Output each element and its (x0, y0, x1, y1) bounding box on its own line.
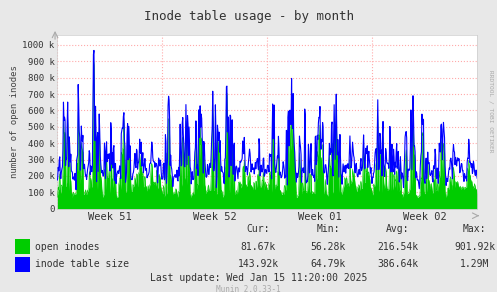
Text: Cur:: Cur: (247, 224, 270, 234)
Y-axis label: number of open inodes: number of open inodes (10, 65, 19, 178)
Text: 386.64k: 386.64k (377, 259, 418, 269)
Text: 64.79k: 64.79k (311, 259, 345, 269)
Text: Max:: Max: (463, 224, 487, 234)
Text: inode table size: inode table size (35, 259, 129, 269)
Text: 56.28k: 56.28k (311, 242, 345, 252)
Text: Inode table usage - by month: Inode table usage - by month (144, 10, 353, 23)
Text: Min:: Min: (316, 224, 340, 234)
Text: 901.92k: 901.92k (454, 242, 495, 252)
Text: Last update: Wed Jan 15 11:20:00 2025: Last update: Wed Jan 15 11:20:00 2025 (150, 273, 367, 283)
Text: 81.67k: 81.67k (241, 242, 276, 252)
Text: open inodes: open inodes (35, 242, 99, 252)
Text: 216.54k: 216.54k (377, 242, 418, 252)
Text: 143.92k: 143.92k (238, 259, 279, 269)
Text: Avg:: Avg: (386, 224, 410, 234)
Text: Munin 2.0.33-1: Munin 2.0.33-1 (216, 285, 281, 292)
Text: RRDTOOL / TOBI OETIKER: RRDTOOL / TOBI OETIKER (489, 70, 494, 152)
Text: 1.29M: 1.29M (460, 259, 490, 269)
